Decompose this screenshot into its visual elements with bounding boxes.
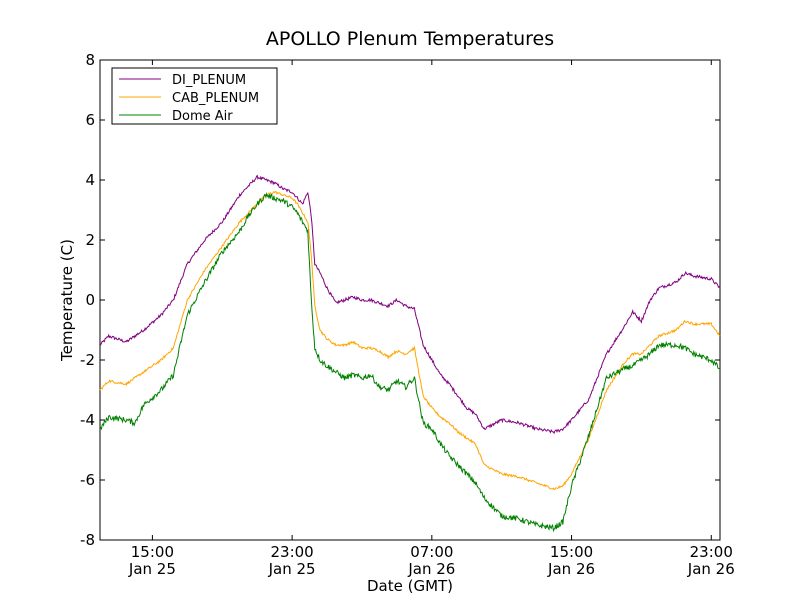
x-axis-label: Date (GMT) xyxy=(367,577,453,595)
y-tick-label: 4 xyxy=(85,171,95,189)
y-tick-label: 8 xyxy=(85,51,95,69)
y-tick-label: -6 xyxy=(80,471,95,489)
y-tick-label: -2 xyxy=(80,351,95,369)
x-tick-time-label: 15:00 xyxy=(550,543,593,561)
legend: DI_PLENUM CAB_PLENUM Dome Air xyxy=(111,67,278,125)
y-axis-label: Temperature (C) xyxy=(58,239,76,362)
series-line-cab-plenum xyxy=(99,190,721,491)
y-tick-label: 2 xyxy=(85,231,95,249)
y-tick-label: 6 xyxy=(85,111,95,129)
y-axis: -8 -6 -4 -2 0 2 4 6 8 xyxy=(80,51,720,549)
y-tick-label: -4 xyxy=(80,411,95,429)
series-line-di-plenum xyxy=(99,174,721,435)
series-line-dome-air xyxy=(99,191,721,533)
x-tick-date-label: Jan 26 xyxy=(407,560,455,578)
y-tick-label: 0 xyxy=(85,291,95,309)
x-tick-date-label: Jan 25 xyxy=(268,560,316,578)
x-tick-date-label: Jan 25 xyxy=(128,560,176,578)
legend-label: CAB_PLENUM xyxy=(172,91,259,106)
y-tick-label: -8 xyxy=(80,531,95,549)
x-tick-time-label: 23:00 xyxy=(270,543,313,561)
x-tick-date-label: Jan 26 xyxy=(547,560,595,578)
legend-label: Dome Air xyxy=(172,109,233,124)
x-tick-time-label: 07:00 xyxy=(410,543,453,561)
chart-title: APOLLO Plenum Temperatures xyxy=(266,28,554,50)
x-tick-time-label: 15:00 xyxy=(131,543,174,561)
plot-lines xyxy=(99,174,721,533)
x-tick-time-label: 23:00 xyxy=(690,543,733,561)
plot-area xyxy=(99,59,721,541)
legend-label: DI_PLENUM xyxy=(172,73,246,88)
x-tick-date-label: Jan 26 xyxy=(687,560,735,578)
